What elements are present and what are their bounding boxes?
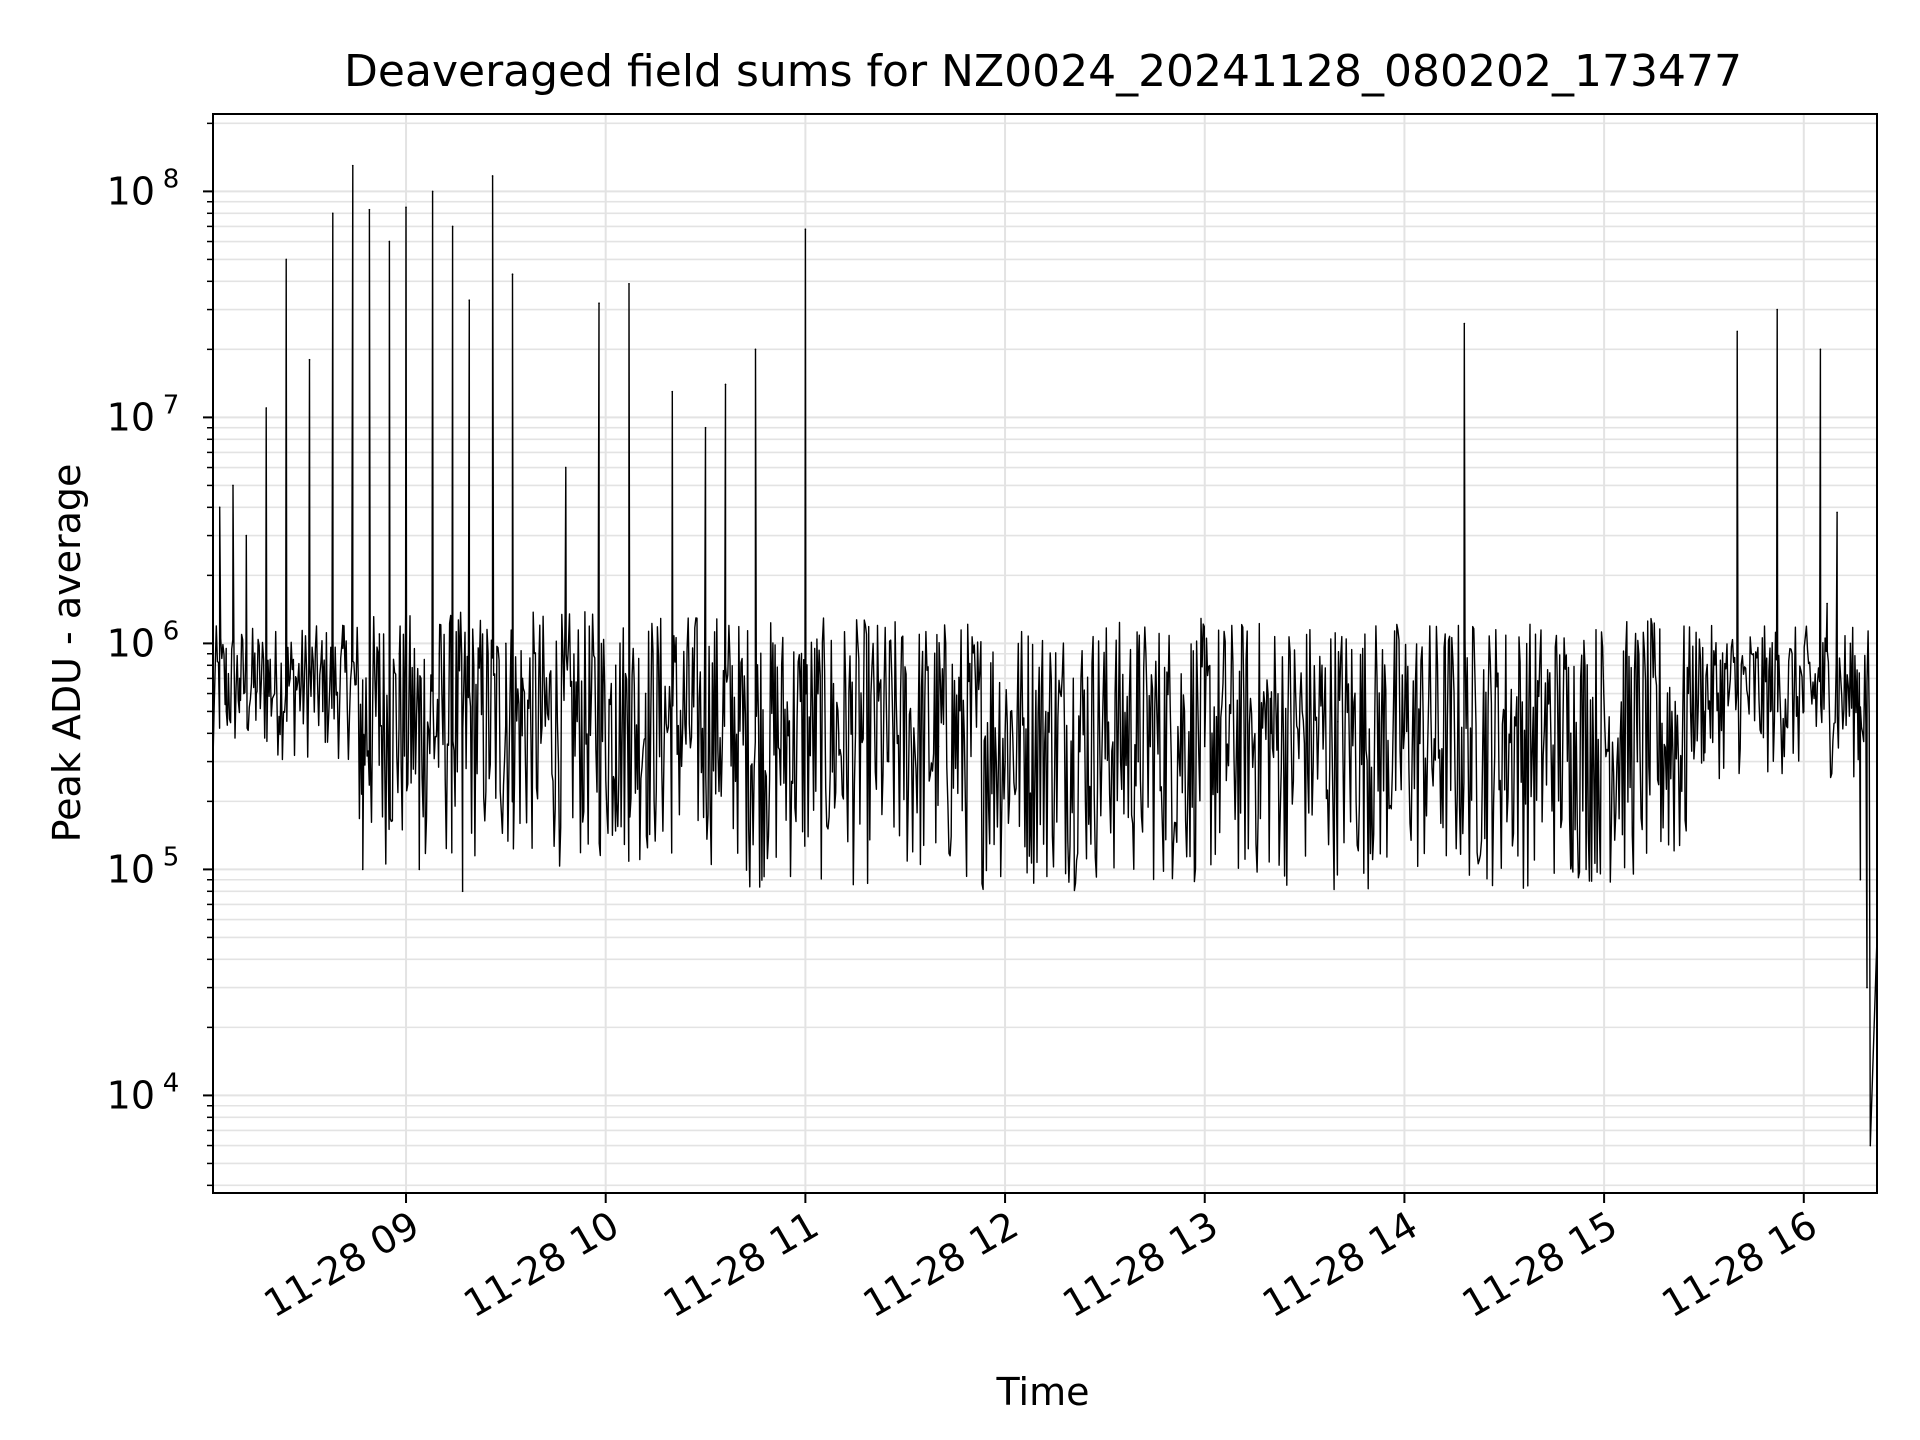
series-point (511, 273, 514, 276)
y-tick-exponent: 5 (163, 842, 180, 872)
series-point (614, 664, 617, 667)
series-point (754, 348, 757, 351)
series-point (787, 732, 790, 735)
series-point (1866, 986, 1868, 989)
series-point (521, 677, 524, 680)
series-point (1869, 1144, 1872, 1147)
series-point (564, 466, 567, 469)
series-point (887, 760, 890, 763)
series-point (461, 890, 464, 893)
series-point (1570, 732, 1572, 735)
y-tick-label: 10 (107, 169, 155, 213)
y-tick-exponent: 8 (163, 164, 180, 194)
series-point (671, 390, 674, 393)
series-point (1736, 330, 1739, 333)
series-point (388, 240, 391, 243)
y-tick-exponent: 4 (163, 1068, 180, 1098)
series-point (308, 358, 311, 361)
series-point (628, 283, 630, 285)
y-tick-label: 10 (107, 621, 155, 665)
series-point (478, 664, 481, 667)
plot-area (212, 164, 1878, 1147)
series-point (491, 175, 494, 177)
series-line (212, 164, 1878, 1147)
y-axis: 10 4 10 5 10 6 10 7 10 8 (107, 122, 213, 1187)
y-tick-exponent: 7 (163, 390, 180, 420)
series-point (937, 745, 940, 748)
series-point (837, 732, 840, 735)
series-point (295, 677, 298, 680)
grid (213, 114, 1877, 1193)
series-point (598, 302, 600, 305)
series-point (1859, 878, 1862, 881)
series-point (265, 407, 268, 409)
series-point (1636, 760, 1639, 763)
series-point (378, 633, 381, 635)
series-point (1004, 760, 1006, 763)
series-point (505, 642, 507, 645)
series-point (398, 652, 401, 655)
y-tick-exponent: 6 (163, 616, 180, 646)
series-point (438, 652, 441, 655)
series-point (704, 426, 707, 429)
series-point (368, 208, 371, 211)
series-point (238, 677, 241, 680)
series-point (341, 624, 344, 627)
series-point (1070, 778, 1073, 781)
series-point (1769, 710, 1772, 713)
series-point (1703, 710, 1705, 713)
series-point (431, 190, 434, 193)
series-point (1337, 720, 1339, 723)
series-point (245, 534, 248, 537)
series-point (1137, 760, 1139, 763)
series-point (418, 868, 421, 871)
y-tick-label: 10 (107, 1073, 155, 1117)
series-point (1463, 322, 1466, 325)
y-tick-label: 10 (107, 395, 155, 439)
y-axis-label: Peak ADU - average (45, 464, 89, 843)
series-point (1203, 745, 1206, 748)
series-point (468, 299, 471, 302)
series-point (255, 692, 258, 695)
series-point (1270, 732, 1273, 735)
series-point (1503, 710, 1506, 713)
series-point (688, 664, 690, 667)
series-point (351, 164, 354, 167)
series-point (451, 225, 454, 228)
x-axis-label: Time (996, 1370, 1090, 1414)
series-point (1403, 732, 1406, 735)
series-point (1776, 308, 1778, 311)
series-point (218, 506, 221, 509)
series-point (1849, 642, 1852, 645)
series-point (1826, 602, 1828, 605)
series-point (1802, 710, 1805, 713)
series-point (1819, 348, 1822, 351)
series-point (1836, 511, 1838, 514)
series-point (361, 868, 364, 871)
series-point (724, 383, 727, 386)
series-point (405, 206, 407, 209)
series-point (275, 664, 278, 667)
series-point (644, 692, 647, 695)
series-point (285, 258, 288, 261)
series-point (538, 652, 540, 655)
series-point (225, 710, 228, 713)
y-tick-label: 10 (107, 847, 155, 891)
chart-title: Deaveraged field sums for NZ0024_2024112… (344, 46, 1742, 97)
series-point (232, 484, 234, 487)
series-point (804, 228, 807, 231)
series-point (332, 212, 334, 215)
series-point (322, 710, 324, 713)
